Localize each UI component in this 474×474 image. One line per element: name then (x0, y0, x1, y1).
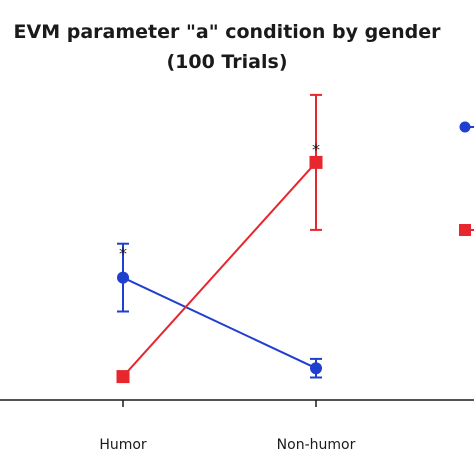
data-point (310, 362, 322, 375)
series-line-blue (122, 276, 317, 370)
significance-star: * (312, 140, 320, 159)
legend-marker-red (459, 224, 471, 236)
data-point (117, 271, 129, 284)
significance-star: * (119, 244, 127, 263)
chart-title-line2: (100 Trials) (166, 51, 287, 73)
data-point (309, 155, 323, 169)
series-line-red (122, 161, 317, 378)
x-tick-label: Humor (99, 437, 147, 453)
chart-title-line1: EVM parameter "a" condition by gender (14, 21, 442, 43)
data-point (116, 370, 130, 384)
legend-marker-blue (459, 121, 471, 133)
x-tick-label: Non-humor (277, 437, 356, 453)
